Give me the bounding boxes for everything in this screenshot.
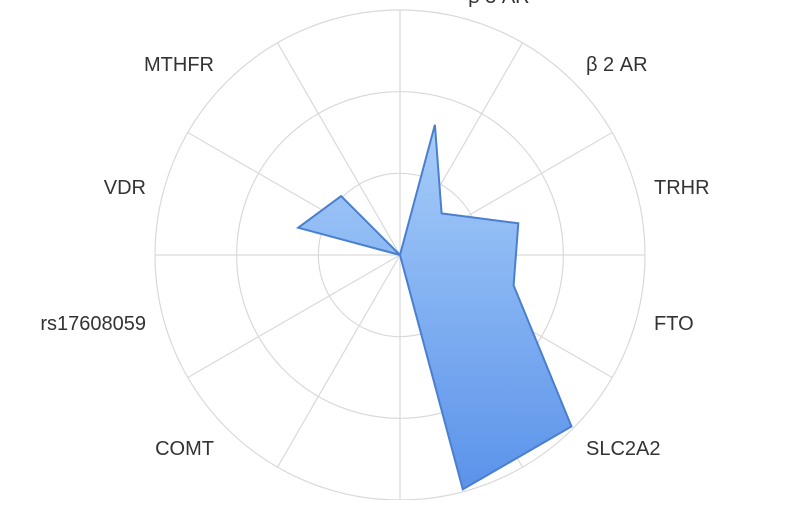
category-label: SLC2A2 [586,438,661,460]
data-layer [295,124,573,491]
category-label: VDR [104,177,146,199]
category-label: β 2 AR [586,54,648,76]
category-label: FTO [654,313,694,335]
category-label: rs17608059 [40,313,146,335]
grid-spoke [276,254,401,468]
category-label: COMT [155,438,214,460]
grid-spoke [187,254,401,379]
category-label: β 3 AR [468,0,530,8]
category-label: TRHR [654,177,710,199]
label-layer: β 3 ARβ 2 ARTRHRFTOSLC2A2NQO1COMTrs17608… [40,0,710,460]
radar-series-polygon [295,124,573,491]
grid-spoke [276,42,401,256]
category-label: MTHFR [144,54,214,76]
